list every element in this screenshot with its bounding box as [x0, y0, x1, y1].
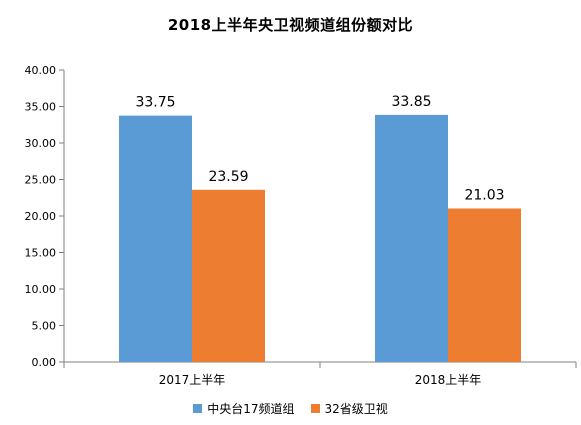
- y-tick-label: 0.00: [32, 356, 57, 369]
- legend-swatch-series-1: [193, 404, 203, 413]
- legend-swatch-series-2: [310, 404, 320, 413]
- bar-series-2: [448, 208, 521, 362]
- legend-label-series-1: 中央台17频道组: [207, 402, 295, 416]
- y-tick-label: 40.00: [25, 64, 57, 77]
- y-tick-label: 15.00: [25, 247, 57, 260]
- y-tick-label: 20.00: [25, 210, 57, 223]
- y-tick-label: 25.00: [25, 174, 57, 187]
- x-tick-label: 2018上半年: [415, 373, 482, 387]
- legend-label-series-2: 32省级卫视: [324, 402, 388, 416]
- y-tick-label: 5.00: [32, 320, 57, 333]
- chart-title: 2018上半年央卫视频道组份额对比: [167, 16, 414, 34]
- y-tick-label: 35.00: [25, 101, 57, 114]
- bar-series-1: [375, 114, 448, 363]
- legend-item-series-2: 32省级卫视: [310, 400, 388, 417]
- data-label: 21.03: [464, 187, 504, 203]
- data-label: 33.85: [391, 94, 431, 110]
- bar-series-1: [119, 115, 192, 362]
- x-tick-label: 2017上半年: [159, 373, 226, 387]
- bar-series-2: [192, 189, 265, 362]
- y-tick-label: 10.00: [25, 283, 57, 296]
- legend-item-series-1: 中央台17频道组: [193, 400, 295, 417]
- data-label: 23.59: [208, 169, 248, 185]
- y-tick-label: 30.00: [25, 137, 57, 150]
- data-label: 33.75: [135, 95, 175, 111]
- legend: 中央台17频道组 32省级卫视: [0, 400, 581, 417]
